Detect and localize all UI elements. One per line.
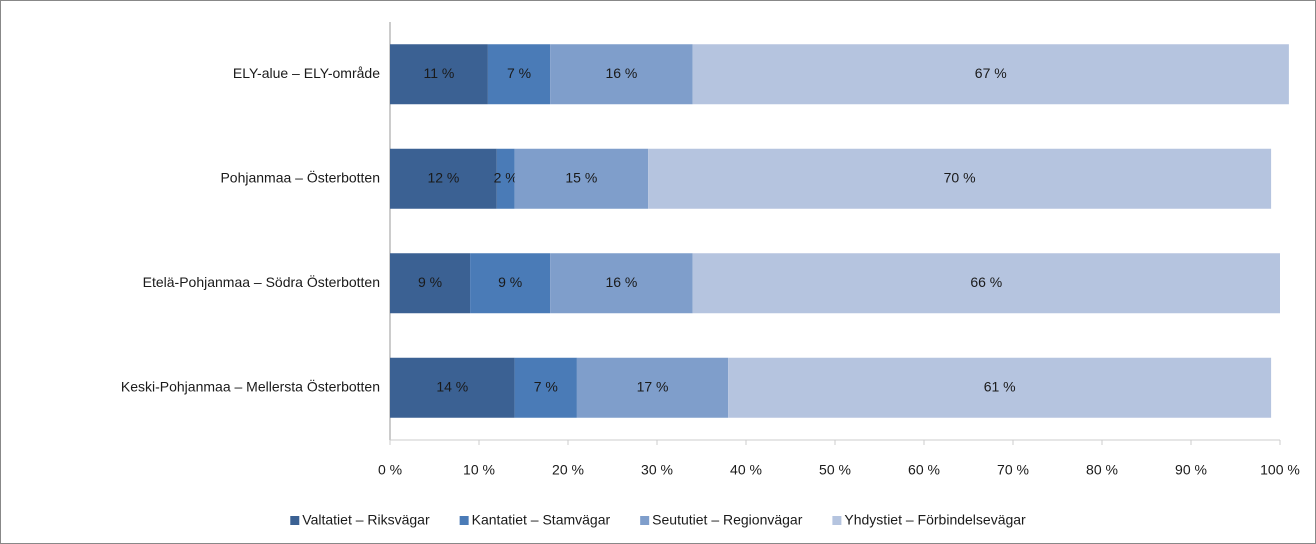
bar-segment (390, 253, 471, 314)
bar-segment (390, 357, 515, 418)
legend-label: Kantatiet – Stamvägar (472, 512, 611, 528)
legend-label: Valtatiet – Riksvägar (302, 512, 430, 528)
bar-segment (728, 357, 1272, 418)
x-tick-label: 0 % (378, 462, 402, 478)
x-tick-label: 100 % (1260, 462, 1300, 478)
y-tick-label: Pohjanmaa – Österbotten (220, 168, 380, 185)
bar-segment (514, 148, 649, 209)
x-tick-label: 80 % (1086, 462, 1118, 478)
data-label: 12 % (427, 169, 459, 185)
bar-segment (550, 253, 693, 314)
bar-segment (692, 44, 1289, 105)
x-tick-label: 30 % (641, 462, 673, 478)
x-tick-label: 90 % (1175, 462, 1207, 478)
bar-segment (514, 357, 577, 418)
data-label: 70 % (944, 169, 976, 185)
data-label: 11 % (424, 65, 455, 81)
data-label: 16 % (605, 65, 637, 81)
bar-segment (550, 44, 693, 105)
x-tick-label: 50 % (819, 462, 851, 478)
bar-segment (648, 148, 1272, 209)
bar-segment (487, 44, 551, 105)
x-tick-label: 70 % (997, 462, 1029, 478)
data-label: 66 % (970, 274, 1002, 290)
legend-swatch (640, 516, 650, 525)
x-tick-label: 20 % (552, 462, 584, 478)
data-label: 9 % (418, 274, 442, 290)
legend-label: Yhdystiet – Förbindelsevägar (844, 512, 1026, 528)
data-label: 9 % (498, 274, 522, 290)
data-label: 16 % (605, 274, 637, 290)
data-label: 15 % (565, 169, 597, 185)
y-tick-label: ELY-alue – ELY-område (233, 65, 380, 81)
data-label: 2 % (494, 169, 518, 185)
bar-segment (390, 44, 488, 105)
data-label: 14 % (436, 378, 468, 394)
bar-segment (390, 148, 497, 209)
legend-swatch (459, 516, 469, 525)
bar-segment (692, 253, 1280, 314)
bar-segment (496, 148, 515, 209)
data-label: 61 % (984, 378, 1016, 394)
legend-label: Seututiet – Regionvägar (652, 512, 803, 528)
bar-segment (576, 357, 729, 418)
x-tick-label: 60 % (908, 462, 940, 478)
x-tick-label: 10 % (463, 462, 495, 478)
bar-segment (470, 253, 551, 314)
data-label: 17 % (637, 378, 669, 394)
data-label: 7 % (534, 378, 558, 394)
x-tick-label: 40 % (730, 462, 762, 478)
y-tick-label: Keski-Pohjanmaa – Mellersta Österbotten (121, 377, 380, 394)
y-tick-label: Etelä-Pohjanmaa – Södra Österbotten (143, 273, 380, 290)
data-label: 7 % (507, 65, 531, 81)
legend-swatch (290, 516, 300, 525)
data-label: 67 % (975, 65, 1007, 81)
legend-swatch (832, 516, 842, 525)
